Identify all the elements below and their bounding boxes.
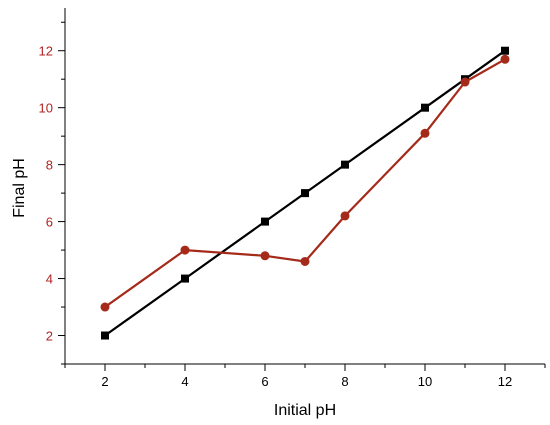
x-tick-label: 12 — [498, 374, 512, 389]
series-2-point — [100, 302, 110, 312]
series-1-point — [421, 103, 429, 112]
y-tick-label: 4 — [46, 272, 53, 287]
x-tick-label: 6 — [261, 374, 268, 389]
y-tick-label: 6 — [46, 215, 53, 230]
series-1-point — [101, 331, 109, 340]
x-tick-label: 4 — [181, 374, 188, 389]
series-1-point — [181, 274, 189, 283]
y-tick-label: 2 — [46, 329, 53, 344]
y-tick-label: 8 — [46, 158, 53, 173]
series-2-point — [500, 54, 510, 64]
series-2-point — [420, 128, 430, 138]
series-1-point — [341, 160, 349, 169]
ticks: 2 4 6 8 10 12 2 4 6 8 10 12 — [39, 21, 546, 389]
series-2-point — [180, 245, 190, 255]
x-tick-label: 10 — [418, 374, 432, 389]
series-1-point — [501, 46, 509, 55]
x-axis-title: Initial pH — [274, 402, 336, 419]
series-2-point — [300, 256, 310, 266]
series-2-point — [340, 211, 350, 221]
axes — [64, 8, 545, 365]
x-tick-label: 2 — [101, 374, 108, 389]
series-2-point — [260, 251, 270, 261]
series-1-point — [301, 189, 309, 198]
series-1-point — [261, 217, 269, 226]
y-tick-label: 12 — [39, 44, 53, 59]
y-axis-title: Final pH — [11, 158, 28, 218]
x-tick-label: 8 — [341, 374, 348, 389]
y-tick-label: 10 — [39, 101, 53, 116]
series-1-line — [104, 49, 506, 337]
series-2-line — [104, 58, 506, 308]
series-layer — [100, 46, 510, 340]
series-2-point — [460, 77, 470, 87]
